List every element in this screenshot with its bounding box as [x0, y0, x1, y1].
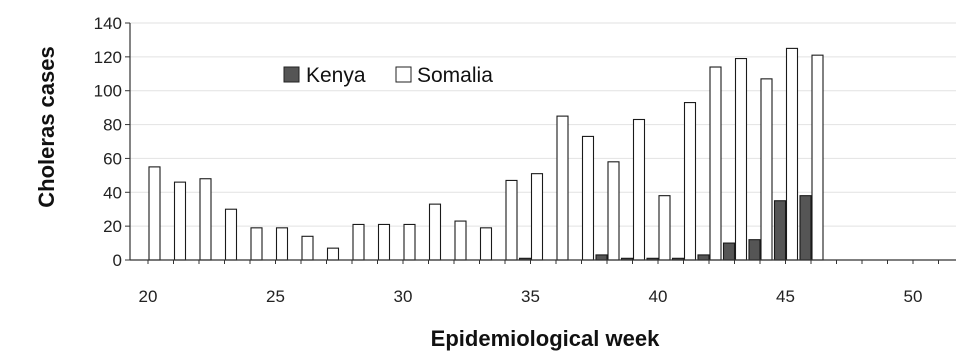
- y-tick-label: 60: [103, 149, 122, 168]
- x-tick-label: 50: [904, 287, 923, 306]
- x-tick-label: 45: [776, 287, 795, 306]
- legend-swatch-kenya: [283, 66, 300, 83]
- bar-somalia: [607, 161, 620, 261]
- bar-kenya: [799, 195, 812, 261]
- bar-kenya: [595, 254, 608, 261]
- bar-somalia: [811, 54, 824, 261]
- bar-somalia: [658, 195, 671, 261]
- legend-swatch-somalia: [395, 66, 412, 83]
- y-axis-title: Choleras cases: [34, 46, 59, 207]
- y-tick-label: 0: [113, 251, 122, 270]
- x-tick-label: 30: [394, 287, 413, 306]
- bar-somalia: [709, 66, 722, 261]
- bar-somalia: [352, 223, 365, 261]
- bar-somalia: [581, 135, 595, 261]
- x-tick-label: 35: [521, 287, 540, 306]
- bar-kenya: [773, 200, 787, 261]
- bar-kenya: [748, 239, 761, 261]
- bar-somalia: [403, 223, 416, 261]
- y-tick-label: 140: [94, 14, 122, 33]
- y-tick-label: 120: [94, 48, 122, 67]
- bar-somalia: [250, 227, 263, 261]
- bar-somalia: [479, 227, 493, 261]
- y-tick-label: 40: [103, 183, 122, 202]
- legend-label-kenya: Kenya: [306, 64, 366, 87]
- bar-somalia: [377, 223, 391, 261]
- bar-kenya: [697, 254, 710, 261]
- tick-labels: 0 20 40 60 80 100 120 140 20 25 30 35 40 45 50: [94, 14, 923, 306]
- ticks: [125, 22, 939, 264]
- bar-somalia: [505, 179, 518, 261]
- bar-somalia: [683, 102, 697, 261]
- axes: [129, 23, 956, 261]
- bar-somalia: [275, 227, 289, 261]
- bar-somalia: [301, 235, 314, 261]
- bar-somalia: [734, 57, 748, 261]
- legend: Kenya Somalia: [283, 64, 493, 87]
- bar-somalia: [556, 115, 569, 261]
- bar-somalia: [224, 208, 238, 261]
- bar-somalia: [632, 118, 646, 261]
- legend-label-somalia: Somalia: [417, 64, 493, 87]
- bar-somalia: [530, 173, 544, 261]
- bars: [148, 47, 824, 261]
- bar-somalia: [760, 78, 773, 261]
- x-tick-label: 20: [139, 287, 158, 306]
- x-axis-title: Epidemiological week: [431, 326, 660, 351]
- y-tick-label: 80: [103, 116, 122, 135]
- x-tick-label: 40: [649, 287, 668, 306]
- bar-somalia: [199, 178, 212, 261]
- gridlines: [130, 22, 956, 227]
- y-tick-label: 20: [103, 217, 122, 236]
- y-tick-label: 100: [94, 82, 122, 101]
- bar-somalia: [326, 247, 340, 261]
- bar-somalia: [785, 47, 799, 261]
- bar-somalia: [428, 203, 442, 261]
- bar-somalia: [173, 181, 187, 261]
- bar-kenya: [722, 242, 736, 261]
- x-tick-label: 25: [266, 287, 285, 306]
- bar-somalia: [148, 166, 161, 261]
- bar-somalia: [454, 220, 467, 261]
